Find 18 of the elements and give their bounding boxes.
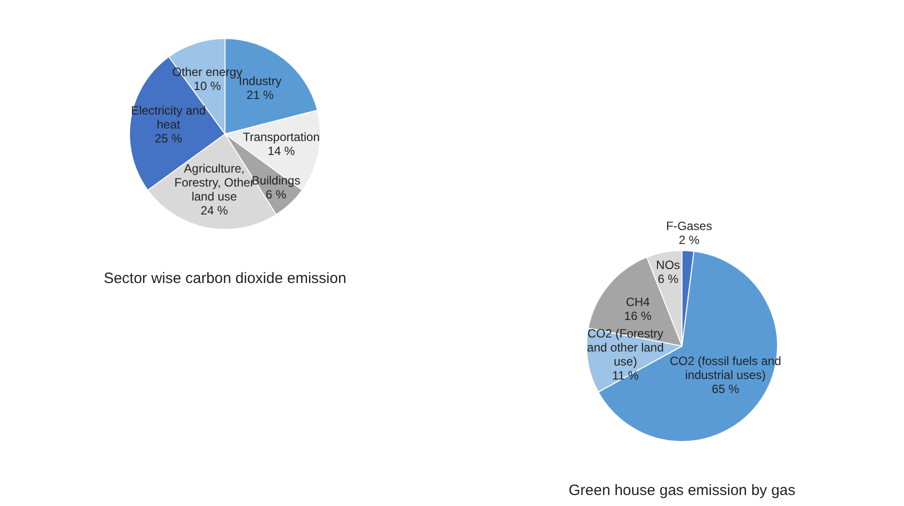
data-label: 6 % bbox=[658, 272, 679, 286]
text: Sector wise carbon dioxide emission bbox=[102, 270, 348, 287]
data-label: 2 % bbox=[678, 232, 700, 247]
data-label: 21 % bbox=[246, 88, 274, 102]
slice-label: CH4 bbox=[626, 294, 650, 309]
slice-label: F-Gases bbox=[666, 218, 712, 233]
data-label: 25 % bbox=[154, 131, 182, 146]
slice-label: CO2 (Forestry and other land use) bbox=[587, 326, 664, 368]
data-label: 6 % bbox=[266, 188, 287, 202]
data-label: 10 % bbox=[194, 78, 222, 93]
data-label: 65 % bbox=[712, 382, 740, 396]
text: Green house gas emission by gas bbox=[568, 482, 796, 499]
data-label: 14 % bbox=[268, 144, 296, 158]
slice-label: Transportation bbox=[242, 130, 320, 144]
slice-label: NOs bbox=[656, 258, 680, 272]
data-label: 24 % bbox=[200, 204, 228, 218]
slice-label: Other energy bbox=[172, 64, 242, 79]
data-label: 16 % bbox=[624, 308, 652, 323]
